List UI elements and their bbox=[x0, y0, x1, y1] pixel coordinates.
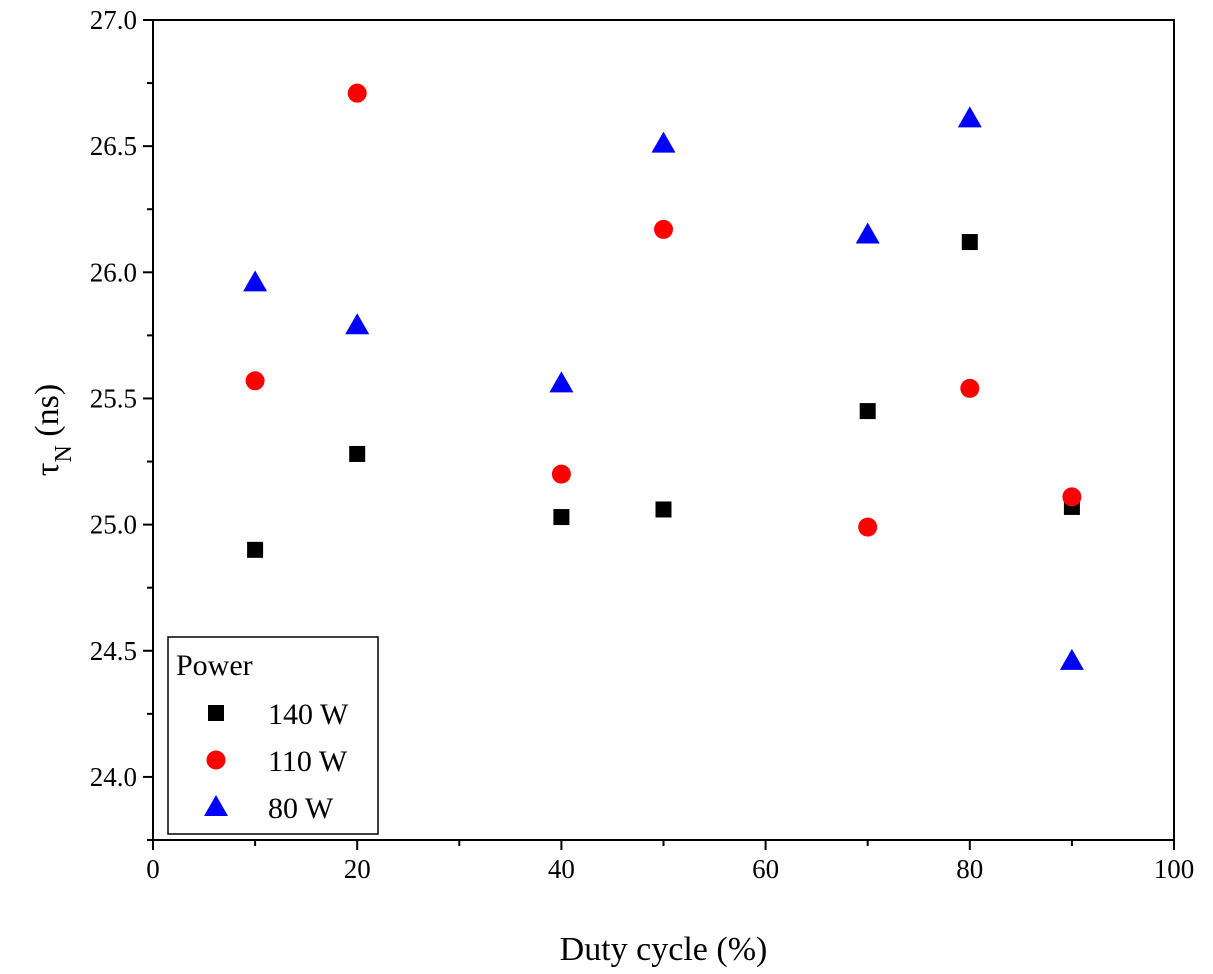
x-tick-label: 0 bbox=[146, 854, 160, 884]
data-point-110-w bbox=[245, 371, 265, 391]
y-tick-label: 26.0 bbox=[90, 257, 137, 287]
data-points bbox=[243, 83, 1084, 670]
data-point-80-w bbox=[957, 106, 982, 128]
plot-frame bbox=[152, 19, 1175, 841]
y-tick-label: 24.0 bbox=[90, 762, 137, 792]
series-110-w bbox=[245, 83, 1082, 537]
series-80-w bbox=[243, 106, 1084, 670]
y-tick-label: 26.5 bbox=[90, 131, 137, 161]
legend-item-110-w: 110 W bbox=[206, 745, 348, 778]
data-point-140-w bbox=[961, 234, 978, 251]
y-tick-label: 27.0 bbox=[90, 5, 137, 35]
y-axis-unit: (ns) bbox=[29, 384, 66, 445]
data-point-110-w bbox=[960, 378, 980, 398]
data-point-140-w bbox=[349, 445, 366, 462]
data-point-80-w bbox=[549, 371, 574, 393]
legend-label: 80 W bbox=[268, 792, 334, 825]
legend-items: 140 W 110 W 80 W bbox=[204, 698, 349, 825]
legend-marker-80-w bbox=[204, 795, 228, 816]
legend-label: 140 W bbox=[268, 698, 349, 731]
series-140-w bbox=[247, 234, 1080, 558]
legend-item-140-w: 140 W bbox=[208, 698, 349, 731]
data-point-110-w bbox=[654, 219, 673, 239]
legend-title: Power bbox=[176, 649, 253, 682]
y-tick-label: 25.0 bbox=[90, 510, 137, 540]
data-point-80-w bbox=[345, 313, 370, 335]
data-point-140-w bbox=[859, 403, 876, 420]
legend-box bbox=[167, 636, 379, 835]
data-point-110-w bbox=[858, 517, 878, 537]
y-axis-subscript: N bbox=[51, 445, 77, 462]
y-axis-symbol: τ bbox=[29, 463, 66, 477]
y-tick-label: 25.5 bbox=[90, 383, 137, 413]
legend: Power 140 W 110 W 80 W bbox=[167, 636, 379, 835]
data-point-80-w bbox=[855, 222, 880, 244]
data-point-140-w bbox=[553, 509, 570, 526]
legend-item-80-w: 80 W bbox=[204, 792, 334, 825]
y-axis-title: τN (ns) bbox=[29, 384, 77, 476]
data-point-140-w bbox=[655, 501, 672, 518]
x-axis-title: Duty cycle (%) bbox=[560, 931, 768, 968]
legend-label: 110 W bbox=[268, 745, 348, 778]
x-tick-label: 20 bbox=[344, 854, 371, 884]
data-point-140-w bbox=[247, 541, 264, 558]
axis-ticks: 0 20 40 60 80 100 24.0 24.5 25.0 25.5 26.0 26.5 27.0 bbox=[90, 5, 1195, 884]
legend-marker-110-w bbox=[206, 750, 226, 770]
data-point-80-w bbox=[651, 131, 676, 153]
data-point-80-w bbox=[1059, 648, 1084, 670]
x-tick-label: 80 bbox=[956, 854, 983, 884]
y-tick-label: 24.5 bbox=[90, 636, 137, 666]
x-tick-label: 60 bbox=[752, 854, 779, 884]
x-tick-label: 40 bbox=[548, 854, 575, 884]
data-point-110-w bbox=[1062, 487, 1082, 507]
x-tick-label: 100 bbox=[1154, 854, 1195, 884]
data-point-110-w bbox=[551, 464, 571, 484]
data-point-110-w bbox=[347, 83, 367, 103]
data-point-80-w bbox=[243, 270, 268, 292]
legend-marker-140-w bbox=[208, 705, 224, 721]
